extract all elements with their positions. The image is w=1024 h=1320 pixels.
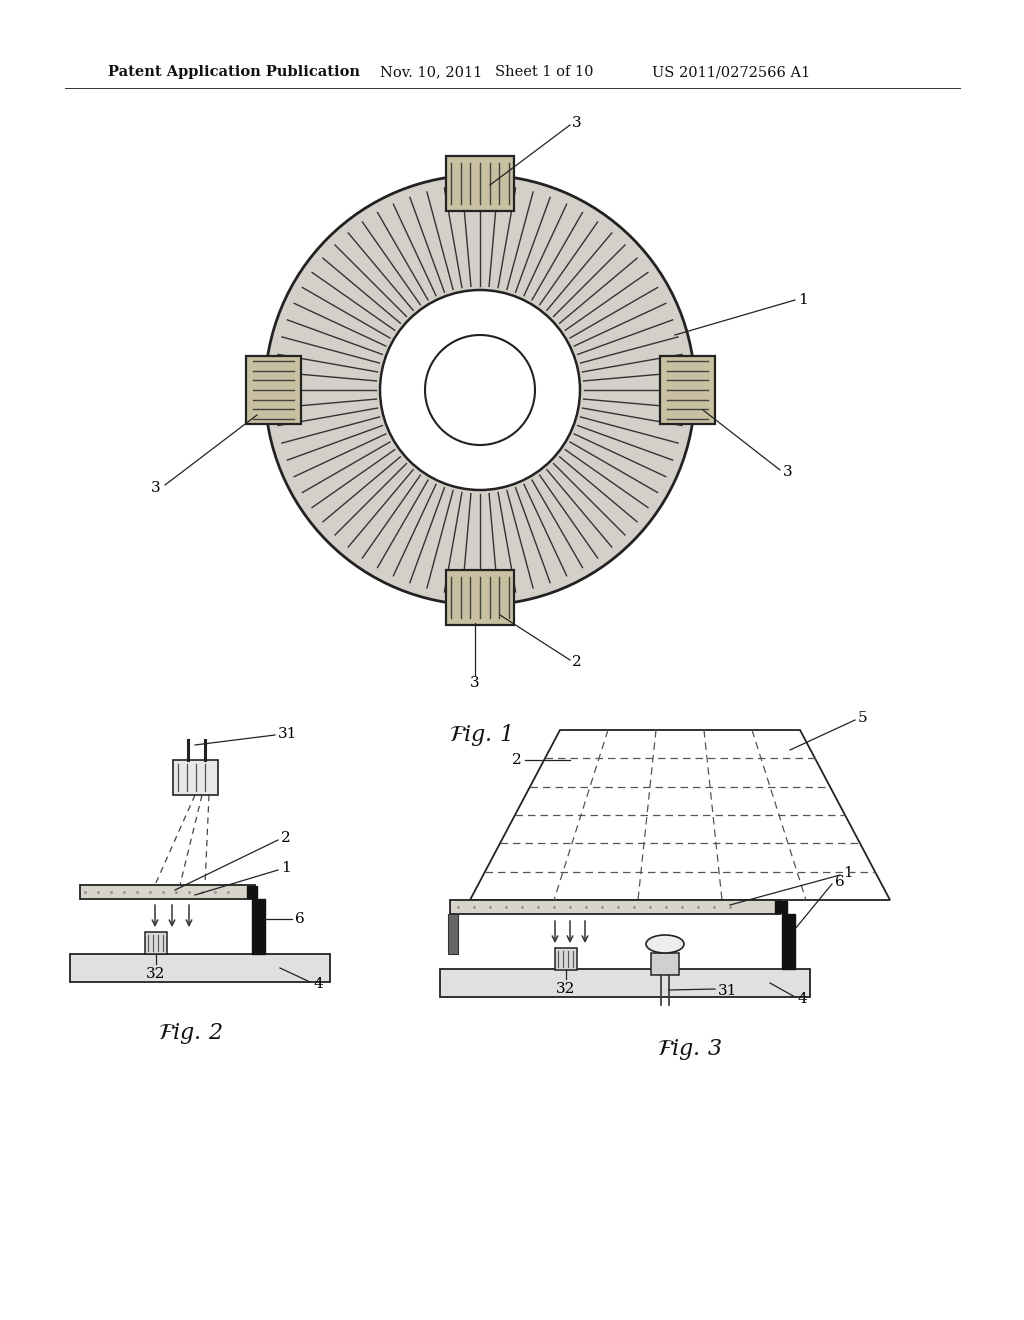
Text: 2: 2 xyxy=(512,752,522,767)
Text: 6: 6 xyxy=(295,912,305,927)
Circle shape xyxy=(425,335,535,445)
Text: 6: 6 xyxy=(835,875,845,888)
Text: 3: 3 xyxy=(152,480,161,495)
Text: 5: 5 xyxy=(858,711,867,725)
Text: Patent Application Publication: Patent Application Publication xyxy=(108,65,360,79)
Text: $\mathcal{F}$ig. 1: $\mathcal{F}$ig. 1 xyxy=(450,722,511,748)
Bar xyxy=(246,356,300,424)
Bar xyxy=(449,913,458,954)
Bar xyxy=(651,953,679,975)
Text: 32: 32 xyxy=(556,982,575,997)
Bar xyxy=(446,156,514,210)
Bar xyxy=(252,899,265,954)
Ellipse shape xyxy=(646,935,684,953)
Bar xyxy=(173,760,218,795)
Text: Nov. 10, 2011: Nov. 10, 2011 xyxy=(380,65,482,79)
Bar xyxy=(555,948,577,970)
Bar xyxy=(446,569,514,624)
Text: 32: 32 xyxy=(146,968,166,981)
Bar xyxy=(775,902,787,913)
Bar xyxy=(80,884,255,899)
Bar xyxy=(450,900,780,913)
Bar xyxy=(659,356,715,424)
Text: 2: 2 xyxy=(281,832,291,845)
Circle shape xyxy=(265,176,695,605)
Text: 4: 4 xyxy=(798,993,808,1006)
Text: 3: 3 xyxy=(572,116,582,129)
Text: 1: 1 xyxy=(281,861,291,875)
Bar xyxy=(440,969,810,997)
Circle shape xyxy=(380,290,580,490)
Text: 31: 31 xyxy=(278,727,297,741)
Text: Sheet 1 of 10: Sheet 1 of 10 xyxy=(495,65,594,79)
Text: 4: 4 xyxy=(313,977,323,991)
Bar xyxy=(70,954,330,982)
Text: 3: 3 xyxy=(783,465,793,479)
Text: $\mathcal{F}$ig. 3: $\mathcal{F}$ig. 3 xyxy=(657,1036,723,1061)
Text: 1: 1 xyxy=(798,293,808,308)
Bar xyxy=(145,932,167,954)
Text: 3: 3 xyxy=(470,676,480,690)
Text: 2: 2 xyxy=(572,655,582,669)
Text: 1: 1 xyxy=(843,866,853,880)
Text: US 2011/0272566 A1: US 2011/0272566 A1 xyxy=(652,65,810,79)
Bar xyxy=(247,886,257,898)
Text: 31: 31 xyxy=(718,983,737,998)
Text: $\mathcal{F}$ig. 2: $\mathcal{F}$ig. 2 xyxy=(158,1022,222,1047)
Bar xyxy=(782,913,795,969)
